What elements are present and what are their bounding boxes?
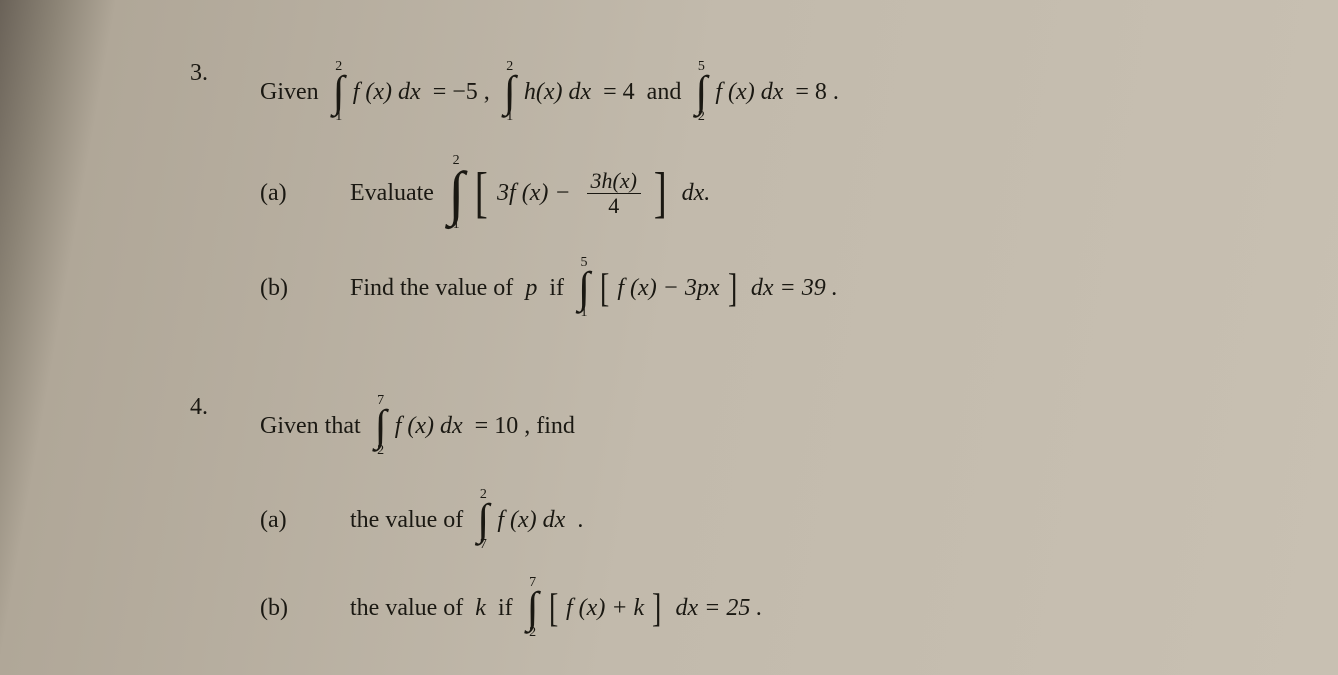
p-var: p — [525, 275, 537, 302]
subpart-content: the value of 2 ∫ 7 f (x) dx . — [350, 488, 583, 552]
int2-body: h(x) dx — [524, 79, 591, 106]
lead-text: Find the value of — [350, 275, 519, 302]
comma: , — [484, 79, 496, 106]
int4-eq: = 10 — [469, 413, 519, 440]
given-word: Given that — [260, 413, 367, 440]
problem-3: 3. Given 2 ∫ 1 f (x) dx = −5 , 2 ∫ 1 h(x… — [190, 60, 1258, 344]
right-bracket-icon: ] — [654, 168, 667, 218]
and-word: and — [641, 79, 688, 106]
tail-text: dx = 25 . — [670, 595, 763, 622]
lead-text: the value of — [350, 507, 469, 534]
integral-icon: ∫ — [527, 590, 539, 626]
integral-4b: 7 ∫ 2 — [527, 576, 539, 640]
subpart-3a: (a) Evaluate 2 ∫ 1 [ 3f (x) − 3h(x) 4 — [260, 154, 1258, 232]
left-bracket-icon: [ — [600, 270, 609, 306]
fraction: 3h(x) 4 — [587, 169, 641, 218]
body-text: f (x) − 3px — [617, 275, 719, 302]
problem-body: Given that 7 ∫ 2 f (x) dx = 10 , find (a… — [260, 394, 1258, 664]
integral-1: 2 ∫ 1 — [333, 60, 345, 124]
int-lower: 1 — [335, 110, 342, 124]
integral-icon: ∫ — [448, 168, 464, 218]
integral-3b: 5 ∫ 1 — [578, 256, 590, 320]
problem-number: 4. — [190, 394, 260, 664]
subpart-content: Find the value of p if 5 ∫ 1 [ f (x) − 3… — [350, 256, 838, 320]
int3-eq: = 8 — [789, 79, 827, 106]
left-bracket-icon: [ — [475, 168, 488, 218]
problem-body: Given 2 ∫ 1 f (x) dx = −5 , 2 ∫ 1 h(x) d… — [260, 60, 1258, 344]
given-line: Given 2 ∫ 1 f (x) dx = −5 , 2 ∫ 1 h(x) d… — [260, 60, 1258, 124]
subpart-label: (a) — [260, 180, 350, 207]
integral-icon: ∫ — [333, 74, 345, 110]
int4-body: f (x) dx — [395, 413, 463, 440]
integral-3: 5 ∫ 2 — [695, 60, 707, 124]
subpart-label: (a) — [260, 507, 350, 534]
frac-denominator: 4 — [604, 194, 623, 218]
lead-text: Evaluate — [350, 180, 440, 207]
subpart-4b: (b) the value of k if 7 ∫ 2 [ f (x) + k … — [260, 576, 1258, 640]
tail-text: . — [571, 507, 583, 534]
if-text: if — [492, 595, 519, 622]
int-lower: 2 — [529, 626, 536, 640]
subpart-content: Evaluate 2 ∫ 1 [ 3f (x) − 3h(x) 4 ] dx. — [350, 154, 710, 232]
body-text: f (x) dx — [497, 507, 565, 534]
subpart-3b: (b) Find the value of p if 5 ∫ 1 [ f (x)… — [260, 256, 1258, 320]
int1-body: f (x) dx — [353, 79, 421, 106]
int-lower: 7 — [480, 538, 487, 552]
right-bracket-icon: ] — [652, 590, 661, 626]
lead-text: the value of — [350, 595, 469, 622]
int-lower: 1 — [506, 110, 513, 124]
term1: 3f (x) − — [497, 180, 577, 207]
integral-4: 7 ∫ 2 — [375, 394, 387, 458]
integral-icon: ∫ — [578, 270, 590, 306]
integral-icon: ∫ — [477, 502, 489, 538]
integral-3a: 2 ∫ 1 — [448, 154, 464, 232]
given-word: Given — [260, 79, 325, 106]
page: 3. Given 2 ∫ 1 f (x) dx = −5 , 2 ∫ 1 h(x… — [0, 0, 1338, 675]
subpart-label: (b) — [260, 595, 350, 622]
integral-icon: ∫ — [695, 74, 707, 110]
int1-eq: = −5 — [427, 79, 478, 106]
problem-number: 3. — [190, 60, 260, 344]
integral-4a: 2 ∫ 7 — [477, 488, 489, 552]
int-lower: 1 — [581, 306, 588, 320]
subpart-4a: (a) the value of 2 ∫ 7 f (x) dx . — [260, 488, 1258, 552]
tail-text: dx. — [676, 180, 711, 207]
int-lower: 2 — [377, 444, 384, 458]
int2-eq: = 4 — [597, 79, 635, 106]
int-lower: 1 — [453, 218, 460, 232]
subpart-content: the value of k if 7 ∫ 2 [ f (x) + k ] dx… — [350, 576, 762, 640]
period: . — [833, 79, 839, 106]
problem-4: 4. Given that 7 ∫ 2 f (x) dx = 10 , find… — [190, 394, 1258, 664]
left-bracket-icon: [ — [549, 590, 558, 626]
right-bracket-icon: ] — [728, 270, 737, 306]
integral-icon: ∫ — [375, 408, 387, 444]
k-var: k — [475, 595, 486, 622]
int-lower: 2 — [698, 110, 705, 124]
integral-icon: ∫ — [504, 74, 516, 110]
int3-body: f (x) dx — [715, 79, 783, 106]
tail-text: dx = 39 . — [745, 275, 838, 302]
if-text: if — [543, 275, 570, 302]
integral-2: 2 ∫ 1 — [504, 60, 516, 124]
subpart-label: (b) — [260, 275, 350, 302]
frac-numerator: 3h(x) — [587, 169, 641, 193]
body-text: f (x) + k — [566, 595, 644, 622]
given-line: Given that 7 ∫ 2 f (x) dx = 10 , find — [260, 394, 1258, 458]
find-word: , find — [524, 413, 575, 440]
